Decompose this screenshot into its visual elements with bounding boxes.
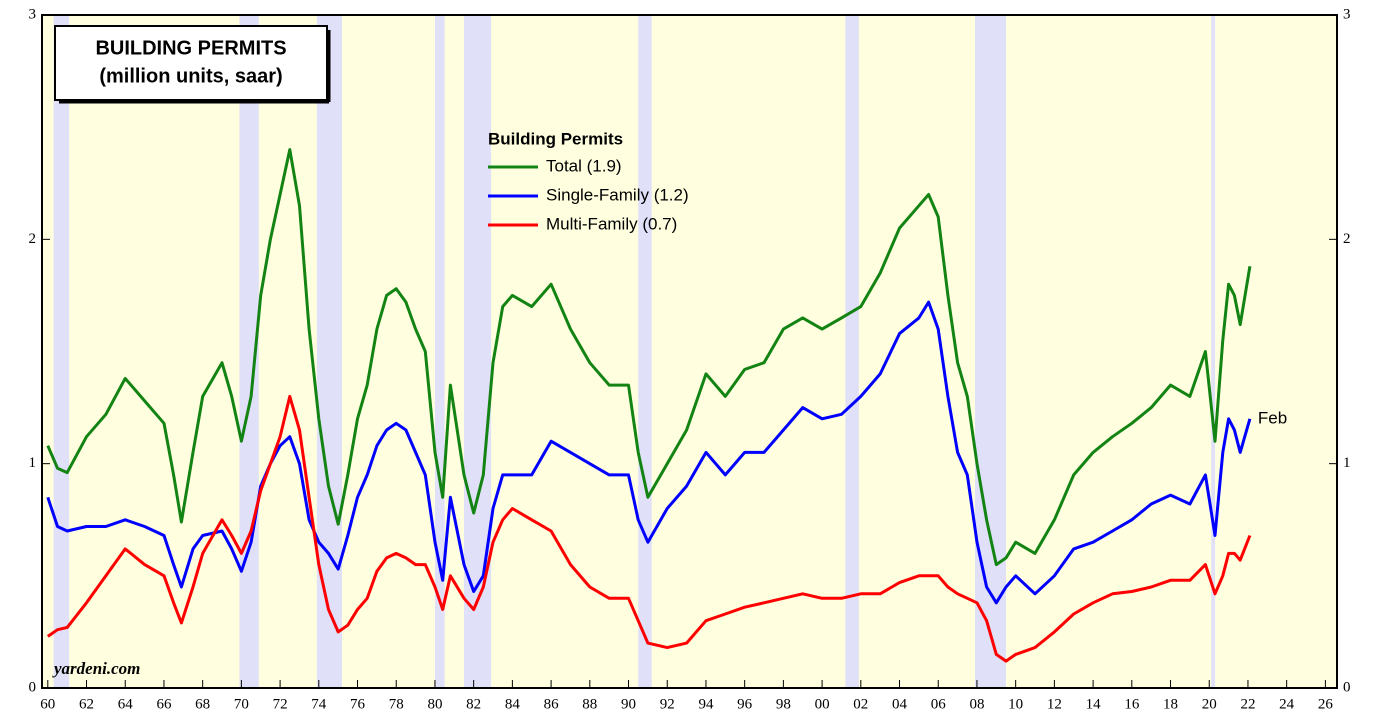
recession-band [975, 15, 1006, 688]
x-tick-label: 92 [660, 696, 675, 712]
end-label: Feb [1258, 408, 1287, 427]
y-tick-label: 0 [29, 679, 37, 695]
x-tick-label: 72 [273, 696, 288, 712]
recession-band [1211, 15, 1216, 688]
recession-band [845, 15, 859, 688]
legend-label: Multi-Family (0.7) [546, 214, 677, 233]
recession-band [316, 15, 343, 688]
x-tick-label: 00 [815, 696, 830, 712]
x-tick-label: 80 [427, 696, 442, 712]
recession-band [53, 15, 70, 688]
x-tick-label: 98 [776, 696, 791, 712]
x-tick-label: 14 [1086, 696, 1102, 712]
recession-band [638, 15, 652, 688]
x-tick-label: 62 [79, 696, 94, 712]
x-tick-label: 64 [118, 696, 134, 712]
plot-frame [41, 14, 1338, 689]
y2-tick-label: 3 [1343, 6, 1351, 22]
x-tick-label: 16 [1124, 696, 1140, 712]
x-tick-label: 12 [1047, 696, 1062, 712]
x-tick-label: 78 [389, 696, 404, 712]
legend-title: Building Permits [488, 129, 623, 148]
x-tick-label: 18 [1163, 696, 1178, 712]
recession-band [434, 15, 445, 688]
x-tick-label: 02 [853, 696, 868, 712]
y2-tick-label: 0 [1343, 679, 1351, 695]
x-tick-label: 66 [156, 696, 172, 712]
x-tick-label: 70 [234, 696, 249, 712]
x-tick-label: 04 [892, 696, 908, 712]
title-box [54, 25, 328, 101]
x-tick-label: 24 [1279, 696, 1295, 712]
x-tick-label: 60 [40, 696, 55, 712]
plot-background [42, 15, 1337, 688]
x-tick-label: 94 [698, 696, 714, 712]
chart-title: BUILDING PERMITS [95, 37, 286, 59]
series-line [46, 148, 1252, 567]
series-line [46, 300, 1252, 605]
x-tick-label: 84 [505, 696, 521, 712]
x-tick-label: 10 [1008, 696, 1023, 712]
series-line [46, 394, 1252, 663]
x-tick-label: 88 [582, 696, 597, 712]
x-tick-label: 96 [737, 696, 753, 712]
x-tick-label: 20 [1202, 696, 1217, 712]
x-tick-label: 06 [931, 696, 947, 712]
y2-tick-label: 1 [1343, 455, 1351, 471]
y-tick-label: 3 [29, 6, 37, 22]
y2-tick-label: 2 [1343, 231, 1351, 247]
x-tick-label: 82 [466, 696, 481, 712]
x-tick-label: 22 [1240, 696, 1255, 712]
legend-label: Single-Family (1.2) [546, 185, 689, 204]
x-tick-label: 26 [1318, 696, 1334, 712]
x-tick-label: 90 [621, 696, 636, 712]
x-tick-label: 76 [350, 696, 366, 712]
x-tick-label: 74 [311, 696, 327, 712]
x-tick-label: 68 [195, 696, 210, 712]
x-tick-label: 08 [969, 696, 984, 712]
y-tick-label: 2 [29, 231, 37, 247]
chart-subtitle: (million units, saar) [99, 65, 282, 87]
x-tick-label: 86 [544, 696, 560, 712]
legend-label: Total (1.9) [546, 156, 622, 175]
y-tick-label: 1 [29, 455, 37, 471]
source-label: yardeni.com [52, 659, 140, 678]
